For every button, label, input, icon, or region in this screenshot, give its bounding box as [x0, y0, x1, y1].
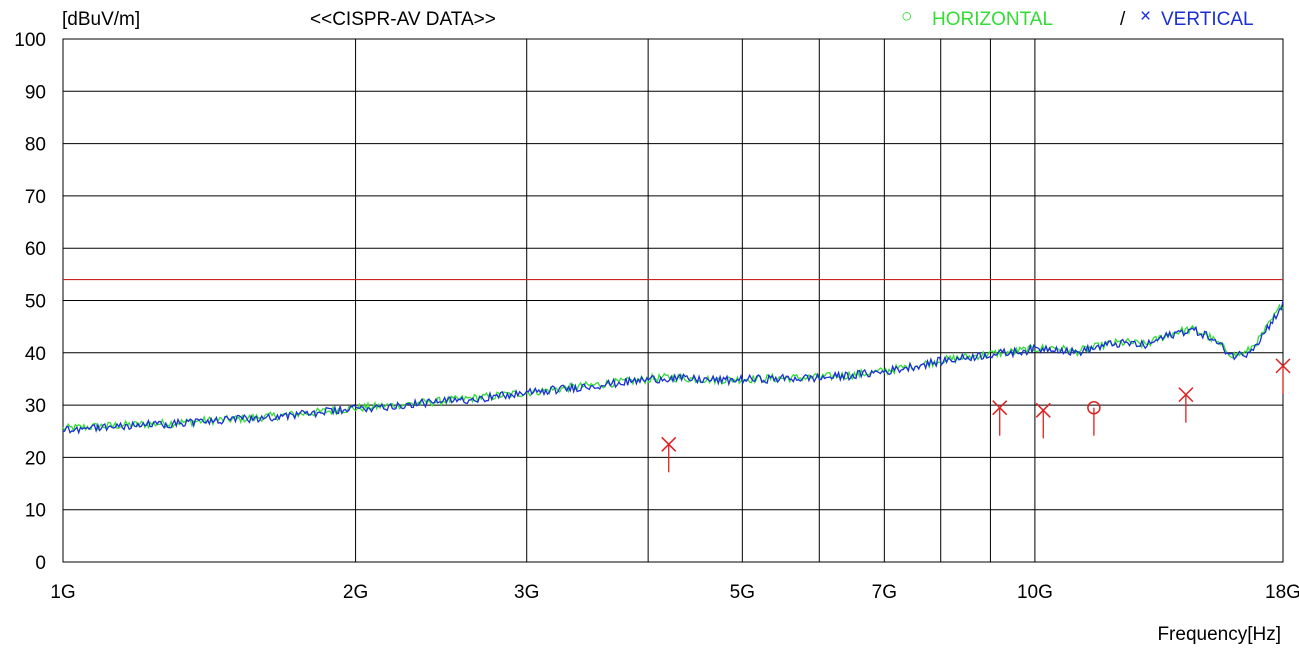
measurement-marker — [661, 436, 677, 473]
measurement-marker — [1035, 402, 1051, 439]
series-layer — [62, 300, 1284, 435]
measurement-markers — [661, 358, 1291, 473]
x-tick-label: 1G — [50, 582, 75, 603]
series-line-vertical — [62, 300, 1284, 435]
x-tick-label: 18G — [1265, 582, 1299, 603]
y-tick-label: 80 — [25, 135, 46, 156]
y-tick-label: 60 — [25, 239, 46, 260]
y-tick-label: 90 — [25, 82, 46, 103]
measurement-marker — [1275, 358, 1291, 394]
y-tick-label: 50 — [25, 292, 46, 313]
measurement-marker — [1087, 400, 1101, 436]
x-tick-label: 5G — [730, 582, 755, 603]
y-tick-label: 10 — [25, 501, 46, 522]
legend-label-horizontal: HORIZONTAL — [932, 9, 1053, 30]
marker-cross-b — [1178, 387, 1194, 403]
tick-labels: 0 10 20 30 40 50 60 70 80 90 100 1G 2G 3G 5G 7G 10G 18G — [14, 30, 1299, 603]
y-tick-label: 40 — [25, 344, 46, 365]
measurement-marker — [1178, 387, 1194, 423]
legend: ○ HORIZONTAL / × VERTICAL — [901, 6, 1254, 30]
chart-title: <<CISPR-AV DATA>> — [310, 9, 496, 30]
y-tick-label: 100 — [14, 30, 46, 51]
plot-frame — [62, 38, 1284, 563]
x-axis-label: Frequency[Hz] — [1157, 624, 1281, 645]
legend-marker-vertical-icon: × — [1140, 6, 1151, 27]
x-tick-label: 3G — [514, 582, 539, 603]
measurement-marker — [992, 400, 1008, 436]
x-tick-label: 2G — [343, 582, 368, 603]
series-line-horizontal — [62, 303, 1284, 433]
legend-marker-horizontal-icon: ○ — [901, 6, 912, 27]
legend-label-vertical: VERTICAL — [1161, 9, 1254, 30]
grid — [62, 38, 1284, 563]
y-tick-label: 30 — [25, 396, 46, 417]
marker-circle — [1087, 400, 1101, 415]
y-tick-label: 20 — [25, 448, 46, 469]
marker-cross-b — [661, 436, 677, 452]
x-tick-label: 7G — [872, 582, 897, 603]
x-tick-label: 10G — [1017, 582, 1053, 603]
marker-cross-b — [1275, 358, 1291, 374]
y-tick-label: 70 — [25, 187, 46, 208]
legend-separator: / — [1120, 9, 1126, 30]
y-axis-label: [dBuV/m] — [62, 9, 140, 30]
marker-cross-b — [992, 400, 1008, 416]
y-tick-label: 0 — [35, 553, 46, 574]
marker-cross-b — [1035, 402, 1051, 418]
